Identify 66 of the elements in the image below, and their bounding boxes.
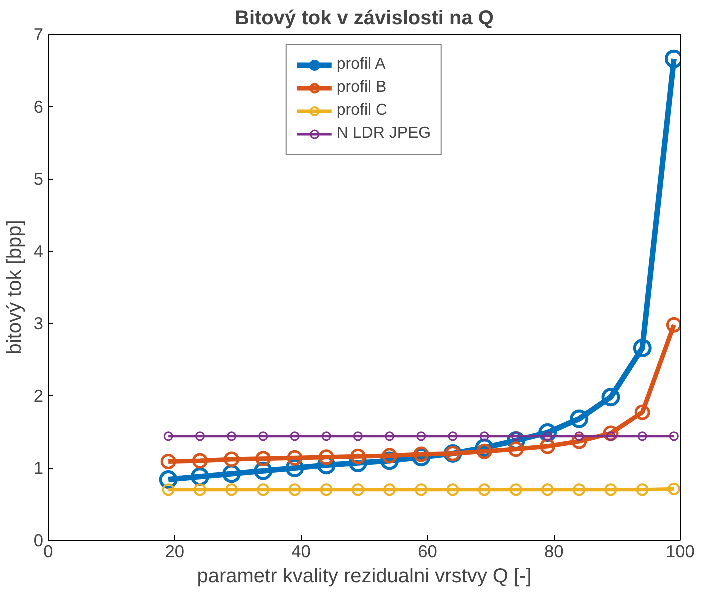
point [195, 432, 205, 442]
legend-label: N LDR JPEG [336, 125, 432, 143]
y-tick-label: 4 [34, 241, 44, 262]
point [385, 432, 395, 442]
point [476, 444, 492, 460]
point [634, 404, 650, 420]
point [318, 450, 334, 466]
x-tick-label: 20 [165, 542, 185, 562]
point [322, 432, 332, 442]
point [350, 448, 366, 464]
point [320, 484, 333, 496]
point [384, 484, 396, 496]
point [633, 338, 652, 358]
point [256, 451, 272, 467]
point [415, 484, 428, 496]
point [224, 452, 240, 468]
legend-label: profil C [336, 102, 388, 120]
x-axis-title: parametr kvality rezidualni vrstvy Q [-] [197, 566, 532, 588]
point [510, 484, 522, 496]
point [573, 484, 586, 496]
point [668, 482, 680, 496]
y-tick-label: 3 [34, 314, 44, 334]
point [352, 484, 364, 496]
point [446, 484, 460, 496]
point [192, 453, 208, 469]
point [287, 450, 303, 466]
legend-label: profil A [336, 56, 386, 74]
point [194, 484, 206, 496]
legend-label: profil B [336, 79, 387, 97]
y-tick-label: 2 [34, 386, 44, 406]
point [160, 454, 176, 470]
point [602, 388, 620, 407]
point [478, 484, 491, 496]
point [162, 484, 175, 496]
point [508, 442, 524, 458]
point [159, 470, 178, 490]
point [290, 432, 300, 442]
y-tick-label: 6 [34, 96, 44, 117]
point [416, 432, 426, 442]
point [227, 432, 237, 442]
point [226, 484, 238, 496]
point [448, 432, 458, 442]
point [353, 432, 363, 442]
y-tick-label: 5 [34, 169, 44, 190]
y-axis-title: bitový tok [bpp] [4, 220, 26, 355]
x-tick-label: 60 [418, 542, 438, 562]
point [570, 410, 589, 428]
x-tick-label: 100 [666, 542, 695, 562]
point [480, 432, 490, 442]
point [382, 448, 398, 464]
point [257, 484, 270, 496]
point [669, 432, 679, 442]
point [666, 317, 680, 333]
chart-title: Bitový tok v závislosti na Q [235, 8, 494, 30]
y-tick-label: 1 [34, 458, 44, 478]
point [258, 432, 268, 442]
point [604, 484, 618, 496]
point [542, 484, 554, 496]
point [638, 432, 648, 442]
y-tick-label: 7 [34, 24, 44, 44]
point [164, 432, 174, 442]
x-tick-label: 40 [292, 542, 311, 562]
x-tick-label: 80 [544, 542, 564, 562]
point [414, 446, 430, 462]
point [288, 484, 302, 496]
point [636, 484, 649, 496]
